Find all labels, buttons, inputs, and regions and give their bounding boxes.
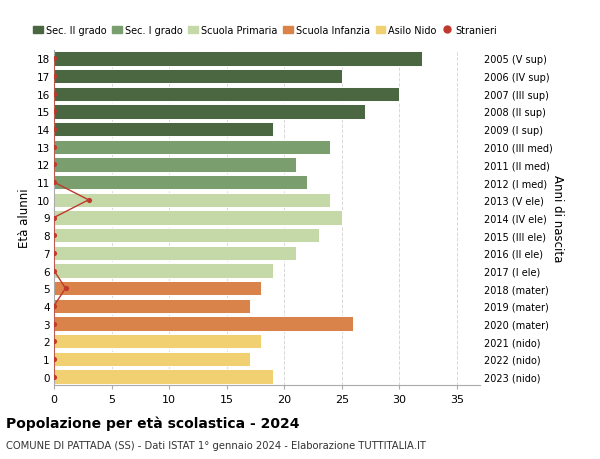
Bar bbox=[54, 352, 250, 366]
Point bbox=[49, 73, 59, 81]
Point bbox=[49, 355, 59, 363]
Bar bbox=[54, 317, 353, 331]
Bar bbox=[54, 87, 400, 102]
Bar bbox=[54, 52, 422, 67]
Bar bbox=[54, 140, 331, 155]
Point bbox=[84, 197, 94, 204]
Point bbox=[49, 320, 59, 328]
Bar bbox=[54, 369, 273, 384]
Point bbox=[49, 232, 59, 239]
Point bbox=[49, 250, 59, 257]
Bar bbox=[54, 158, 296, 172]
Bar bbox=[54, 229, 319, 243]
Legend: Sec. II grado, Sec. I grado, Scuola Primaria, Scuola Infanzia, Asilo Nido, Stran: Sec. II grado, Sec. I grado, Scuola Prim… bbox=[29, 22, 500, 39]
Y-axis label: Anni di nascita: Anni di nascita bbox=[551, 174, 564, 262]
Point bbox=[49, 56, 59, 63]
Bar bbox=[54, 334, 261, 349]
Bar bbox=[54, 105, 365, 119]
Point bbox=[49, 162, 59, 169]
Bar bbox=[54, 193, 331, 207]
Y-axis label: Età alunni: Età alunni bbox=[18, 188, 31, 248]
Bar bbox=[54, 246, 296, 261]
Bar bbox=[54, 281, 261, 296]
Text: Popolazione per età scolastica - 2024: Popolazione per età scolastica - 2024 bbox=[6, 415, 299, 430]
Point bbox=[61, 285, 70, 292]
Bar bbox=[54, 211, 342, 225]
Point bbox=[49, 373, 59, 381]
Point bbox=[49, 144, 59, 151]
Point bbox=[49, 126, 59, 134]
Bar bbox=[54, 123, 273, 137]
Bar bbox=[54, 264, 273, 278]
Bar bbox=[54, 175, 307, 190]
Point bbox=[49, 302, 59, 310]
Bar bbox=[54, 70, 342, 84]
Point bbox=[49, 214, 59, 222]
Bar bbox=[54, 299, 250, 313]
Point bbox=[49, 267, 59, 274]
Point bbox=[49, 179, 59, 186]
Point bbox=[49, 338, 59, 345]
Text: COMUNE DI PATTADA (SS) - Dati ISTAT 1° gennaio 2024 - Elaborazione TUTTITALIA.IT: COMUNE DI PATTADA (SS) - Dati ISTAT 1° g… bbox=[6, 440, 426, 450]
Point bbox=[49, 108, 59, 116]
Point bbox=[49, 91, 59, 98]
